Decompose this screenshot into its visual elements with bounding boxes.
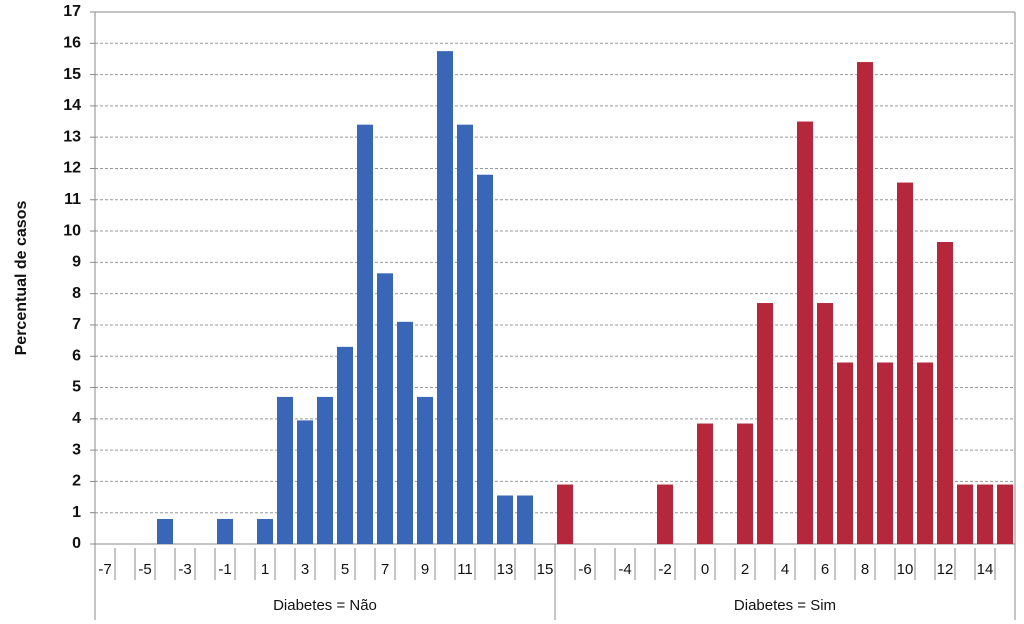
x-tick-label: -3 (178, 561, 191, 578)
x-tick-label: 6 (821, 561, 829, 578)
x-tick-label: 14 (977, 561, 994, 578)
y-tick-label: 12 (63, 160, 81, 177)
y-tick-label: 11 (64, 191, 81, 208)
x-tick-label: -5 (138, 561, 151, 578)
x-tick-label: 4 (781, 561, 789, 578)
bar (437, 51, 453, 544)
y-tick-label: 10 (63, 222, 81, 239)
y-tick-label: 5 (72, 379, 81, 396)
y-tick-label: 8 (72, 285, 81, 302)
bar (297, 420, 313, 544)
bar (217, 518, 233, 544)
bar (157, 518, 173, 544)
bar (897, 182, 913, 544)
bar (557, 484, 573, 544)
x-tick-label: -1 (218, 561, 231, 578)
bar (957, 484, 973, 544)
x-tick-label: 2 (741, 561, 749, 578)
bar (477, 174, 493, 544)
y-tick-label: 13 (63, 128, 81, 145)
y-tick-label: 17 (63, 3, 81, 20)
bar (257, 518, 273, 544)
x-tick-label: 13 (497, 561, 514, 578)
bar (357, 124, 373, 545)
bar (397, 321, 413, 544)
y-tick-label: 15 (63, 66, 81, 83)
y-tick-label: 1 (72, 504, 81, 521)
y-tick-label: 0 (72, 535, 81, 552)
x-tick-label: 5 (341, 561, 349, 578)
x-tick-label: 12 (937, 561, 954, 578)
bar (277, 396, 293, 544)
y-tick-label: 3 (72, 441, 81, 458)
y-tick-label: 9 (72, 254, 81, 271)
x-tick-label: 8 (861, 561, 869, 578)
bar (377, 273, 393, 544)
panel-label: Diabetes = Sim (734, 597, 836, 614)
bar (817, 303, 833, 544)
bar (937, 242, 953, 544)
x-tick-label: -4 (618, 561, 631, 578)
y-tick-label: 6 (72, 347, 81, 364)
y-tick-label: 2 (72, 473, 81, 490)
bar (457, 124, 473, 545)
bar (757, 303, 773, 544)
bar (317, 396, 333, 544)
x-tick-label: -2 (658, 561, 671, 578)
bar (797, 121, 813, 544)
y-tick-label: 14 (63, 97, 81, 114)
bar (657, 484, 673, 544)
x-tick-label: 10 (897, 561, 914, 578)
x-tick-label: 15 (537, 561, 554, 578)
y-tick-label: 16 (63, 35, 81, 52)
x-tick-label: 3 (301, 561, 309, 578)
x-tick-label: 11 (457, 561, 473, 578)
bar (337, 346, 353, 544)
x-tick-label: -6 (578, 561, 591, 578)
bar (917, 362, 933, 544)
y-axis-label: Percentual de casos (13, 201, 30, 356)
bar (837, 362, 853, 544)
bar (417, 396, 433, 544)
y-tick-label: 7 (72, 316, 81, 333)
x-tick-label: -7 (98, 561, 111, 578)
x-tick-label: 1 (261, 561, 269, 578)
bar (517, 495, 533, 544)
bar (697, 423, 713, 544)
x-tick-label: 9 (421, 561, 429, 578)
bar (877, 362, 893, 544)
panel-label: Diabetes = Não (273, 597, 377, 614)
x-tick-label: 0 (701, 561, 709, 578)
x-tick-label: 7 (381, 561, 389, 578)
bar (977, 484, 993, 544)
bar (497, 495, 513, 544)
bar (737, 423, 753, 544)
bar (857, 62, 873, 544)
bar (997, 484, 1013, 544)
y-tick-label: 4 (72, 410, 81, 427)
